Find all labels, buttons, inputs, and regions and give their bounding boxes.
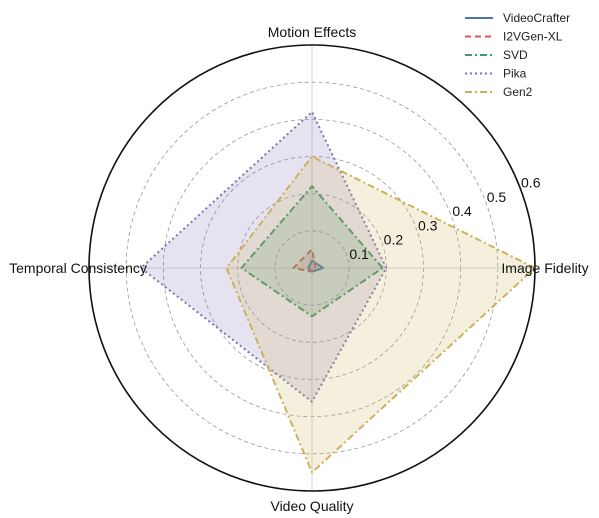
series-fill-pika <box>141 111 387 402</box>
series-fill-i2vgen-xl <box>293 249 316 272</box>
series-fill-gen2 <box>226 156 535 473</box>
series-line-svd <box>240 185 384 318</box>
radial-tick-label: 0.2 <box>384 232 404 248</box>
label-layer: 0.1 0.2 0.3 0.4 0.5 0.6 Image Fidelity Motion E… <box>9 24 588 514</box>
legend-label: Pika <box>503 67 527 81</box>
legend: VideoCrafter I2VGen-XL SVD Pika Gen2 <box>465 11 570 99</box>
axis-label-motion-effects: Motion Effects <box>268 24 356 40</box>
legend-label: SVD <box>503 48 528 62</box>
radial-tick-label: 0.5 <box>487 189 507 205</box>
legend-label: VideoCrafter <box>503 11 570 25</box>
axis-label-temporal-consistency: Temporal Consistency <box>9 260 147 276</box>
radial-tick-label: 0.6 <box>521 175 541 191</box>
legend-label: Gen2 <box>503 85 533 99</box>
radial-tick-label: 0.3 <box>418 217 438 233</box>
series-fill-svd <box>241 186 383 317</box>
axis-label-video-quality: Video Quality <box>270 498 353 514</box>
radial-grid <box>88 44 536 492</box>
radial-tick-label: 0.4 <box>452 203 472 219</box>
axis-label-image-fidelity: Image Fidelity <box>501 260 588 276</box>
series-line-pika <box>140 110 388 403</box>
series-line-gen2 <box>225 155 536 474</box>
series-line-i2vgen-xl <box>292 248 317 273</box>
radial-tick-label: 0.1 <box>349 246 369 262</box>
legend-label: I2VGen-XL <box>503 30 563 44</box>
series-layer <box>140 110 536 474</box>
